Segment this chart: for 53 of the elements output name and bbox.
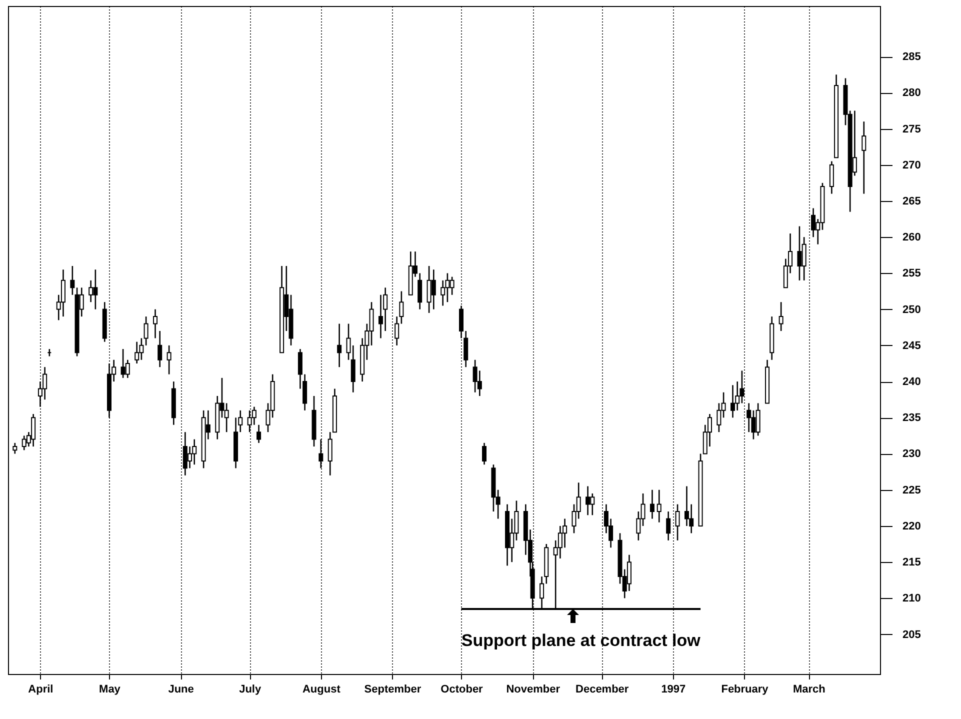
candlestick bbox=[829, 160, 834, 194]
y-tick-label: 220 bbox=[902, 520, 921, 532]
candlestick bbox=[656, 489, 662, 523]
x-tick-label: December bbox=[576, 684, 630, 696]
y-tick-label: 230 bbox=[902, 448, 921, 460]
candlestick bbox=[337, 323, 342, 368]
x-tick-label: November bbox=[506, 684, 561, 696]
x-tick-label: July bbox=[239, 684, 262, 696]
y-tick-label: 275 bbox=[902, 123, 921, 136]
y-tick-label: 245 bbox=[902, 340, 921, 352]
candlestick bbox=[166, 344, 172, 375]
x-tick-label: September bbox=[364, 684, 422, 696]
x-tick-label: August bbox=[302, 684, 341, 696]
y-tick-label: 225 bbox=[902, 484, 921, 496]
candlestick bbox=[134, 341, 140, 364]
x-tick-label: April bbox=[28, 684, 54, 696]
y-tick-label: 240 bbox=[902, 376, 921, 388]
y-tick-label: 265 bbox=[902, 195, 921, 208]
candlestick bbox=[666, 510, 671, 542]
x-tick-label: March bbox=[792, 684, 826, 696]
candlestick bbox=[862, 120, 866, 194]
candlestick bbox=[158, 330, 162, 368]
candlestick bbox=[60, 268, 66, 318]
y-tick-label: 235 bbox=[902, 412, 921, 424]
x-tick-label: June bbox=[168, 684, 194, 696]
y-tick-label: 280 bbox=[902, 87, 921, 100]
y-tick-label: 215 bbox=[902, 556, 921, 569]
y-tick-label: 250 bbox=[902, 304, 921, 316]
candlestick bbox=[778, 301, 784, 332]
candlestick bbox=[70, 265, 75, 296]
candlestick bbox=[12, 442, 18, 454]
candlestick bbox=[125, 359, 130, 379]
candlestick bbox=[440, 280, 446, 306]
y-tick-label: 210 bbox=[902, 592, 921, 605]
candlestick bbox=[256, 424, 262, 444]
candlestick bbox=[482, 442, 487, 466]
candlestick bbox=[650, 489, 654, 520]
candlestick bbox=[431, 268, 436, 310]
y-tick-label: 205 bbox=[902, 628, 921, 641]
candlestick bbox=[88, 280, 94, 303]
x-tick-label: May bbox=[99, 684, 122, 696]
x-tick-label: 1997 bbox=[661, 684, 686, 696]
y-tick-label: 260 bbox=[902, 232, 921, 244]
x-tick-label: October bbox=[440, 684, 484, 696]
y-tick-label: 270 bbox=[902, 159, 921, 172]
y-tick-label: 285 bbox=[902, 51, 921, 64]
candlestick bbox=[153, 308, 158, 339]
candlestick bbox=[586, 486, 590, 516]
candlestick bbox=[144, 316, 148, 346]
x-tick-label: February bbox=[721, 684, 770, 696]
annotation: Support plane at contract low bbox=[461, 631, 702, 650]
y-tick-label: 255 bbox=[902, 268, 921, 280]
candlestick bbox=[477, 370, 482, 397]
